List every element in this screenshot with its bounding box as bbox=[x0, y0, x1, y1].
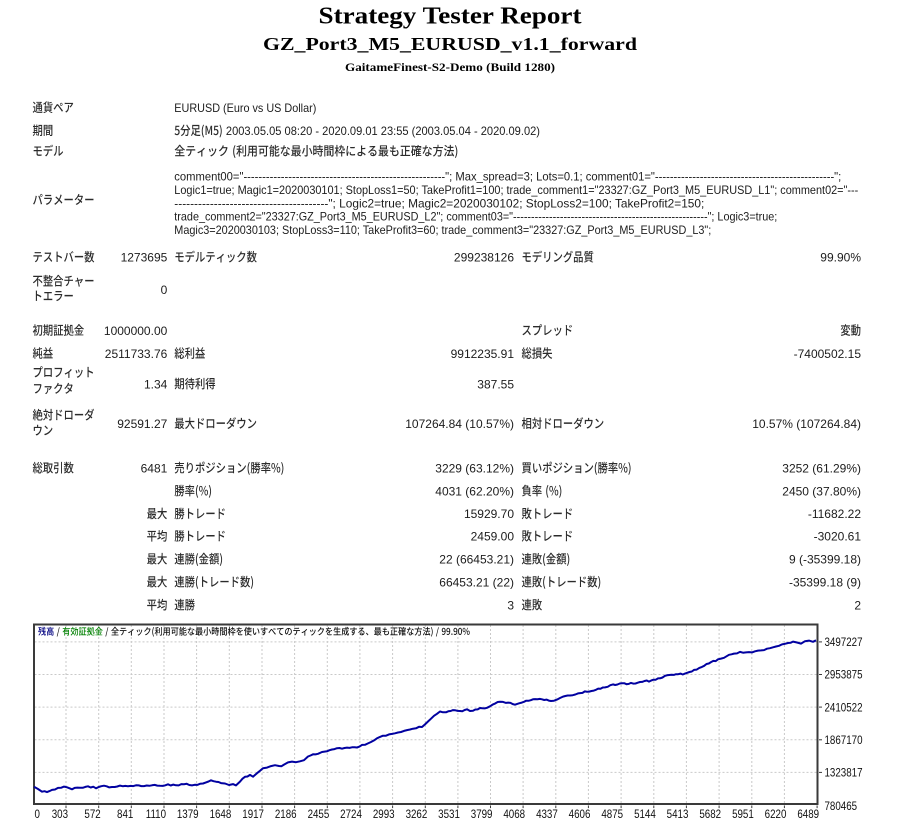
svg-text:3531: 3531 bbox=[438, 808, 460, 821]
svg-text:comment00="-------------------: comment00="-----------------------------… bbox=[174, 170, 841, 184]
svg-text:EURUSD (Euro vs US Dollar): EURUSD (Euro vs US Dollar) bbox=[174, 101, 316, 115]
svg-text:4068: 4068 bbox=[503, 808, 525, 821]
svg-text:1323817: 1323817 bbox=[825, 767, 863, 780]
svg-text:3229 (63.12%): 3229 (63.12%) bbox=[435, 461, 514, 475]
svg-text:2993: 2993 bbox=[373, 808, 395, 821]
svg-text:1110: 1110 bbox=[146, 808, 166, 821]
svg-text:3252 (61.29%): 3252 (61.29%) bbox=[782, 461, 861, 475]
svg-text:1273695: 1273695 bbox=[121, 251, 168, 265]
svg-text:0: 0 bbox=[161, 283, 168, 297]
svg-text:6489: 6489 bbox=[797, 808, 819, 821]
svg-text:303: 303 bbox=[52, 808, 68, 821]
svg-text:780465: 780465 bbox=[825, 800, 858, 813]
svg-text:-35399.18 (9): -35399.18 (9) bbox=[789, 575, 861, 589]
svg-text:5682: 5682 bbox=[699, 808, 721, 821]
svg-text:3: 3 bbox=[507, 598, 514, 612]
svg-text:Logic1=true; Magic1=2020030101: Logic1=true; Magic1=2020030101; StopLoss… bbox=[174, 183, 858, 197]
svg-text:1648: 1648 bbox=[210, 808, 232, 821]
svg-text:2511733.76: 2511733.76 bbox=[105, 347, 168, 361]
svg-text:-3020.61: -3020.61 bbox=[814, 530, 862, 544]
svg-text:99.90%: 99.90% bbox=[820, 251, 861, 265]
svg-text:2003.05.05 08:20 - 2020.09.01: 2003.05.05 08:20 - 2020.09.01 23:55 (200… bbox=[226, 124, 540, 138]
svg-text:10.57% (107264.84): 10.57% (107264.84) bbox=[752, 417, 861, 431]
svg-text:2186: 2186 bbox=[275, 808, 297, 821]
svg-text:1000000.00: 1000000.00 bbox=[104, 324, 168, 338]
svg-text:4606: 4606 bbox=[569, 808, 591, 821]
svg-text:572: 572 bbox=[84, 808, 100, 821]
svg-text:0: 0 bbox=[35, 808, 40, 821]
svg-text:2: 2 bbox=[854, 598, 861, 612]
svg-text:6481: 6481 bbox=[141, 461, 168, 475]
svg-text:2953875: 2953875 bbox=[825, 669, 863, 682]
svg-text:841: 841 bbox=[117, 808, 133, 821]
svg-text:4875: 4875 bbox=[601, 808, 623, 821]
svg-text:GZ_Port3_M5_EURUSD_v1.1_forwar: GZ_Port3_M5_EURUSD_v1.1_forward bbox=[263, 34, 637, 54]
svg-text:4337: 4337 bbox=[536, 808, 558, 821]
svg-text:2459.00: 2459.00 bbox=[471, 530, 515, 544]
svg-text:2410522: 2410522 bbox=[825, 702, 863, 715]
svg-text:5413: 5413 bbox=[667, 808, 689, 821]
svg-text:22 (66453.21): 22 (66453.21) bbox=[439, 553, 514, 567]
svg-text:-7400502.15: -7400502.15 bbox=[794, 347, 862, 361]
svg-text:387.55: 387.55 bbox=[477, 377, 514, 391]
svg-text:2724: 2724 bbox=[340, 808, 362, 821]
svg-text:2450 (37.80%): 2450 (37.80%) bbox=[782, 484, 861, 498]
svg-text:4031 (62.20%): 4031 (62.20%) bbox=[435, 484, 514, 498]
svg-text:1379: 1379 bbox=[177, 808, 199, 821]
svg-text:GaitameFinest-S2-Demo (Build 1: GaitameFinest-S2-Demo (Build 1280) bbox=[345, 60, 555, 74]
svg-text:3799: 3799 bbox=[471, 808, 493, 821]
svg-text:6220: 6220 bbox=[765, 808, 787, 821]
svg-text:15929.70: 15929.70 bbox=[464, 507, 514, 521]
svg-text:------------------------------: ---------------------------------------"… bbox=[174, 196, 704, 210]
svg-text:9 (-35399.18): 9 (-35399.18) bbox=[789, 553, 861, 567]
svg-text:299238126: 299238126 bbox=[454, 251, 514, 265]
svg-text:1917: 1917 bbox=[242, 808, 264, 821]
svg-text:5144: 5144 bbox=[634, 808, 656, 821]
svg-text:107264.84 (10.57%): 107264.84 (10.57%) bbox=[405, 417, 514, 431]
svg-text:-11682.22: -11682.22 bbox=[808, 507, 861, 521]
svg-text:3497227: 3497227 bbox=[825, 636, 863, 649]
svg-text:9912235.91: 9912235.91 bbox=[451, 347, 515, 361]
svg-text:2455: 2455 bbox=[308, 808, 330, 821]
svg-text:Magic3=2020030103; StopLoss3=1: Magic3=2020030103; StopLoss3=110; TakePr… bbox=[174, 223, 711, 237]
svg-text:3262: 3262 bbox=[406, 808, 428, 821]
svg-text:5951: 5951 bbox=[732, 808, 754, 821]
svg-text:1.34: 1.34 bbox=[144, 377, 168, 391]
svg-text:trade_comment2="23327:GZ_Port3: trade_comment2="23327:GZ_Port3_M5_EURUSD… bbox=[174, 210, 777, 224]
svg-text:92591.27: 92591.27 bbox=[117, 417, 167, 431]
svg-text:66453.21 (22): 66453.21 (22) bbox=[439, 575, 514, 589]
svg-text:Strategy Tester Report: Strategy Tester Report bbox=[319, 4, 582, 30]
svg-text:1867170: 1867170 bbox=[825, 734, 863, 747]
